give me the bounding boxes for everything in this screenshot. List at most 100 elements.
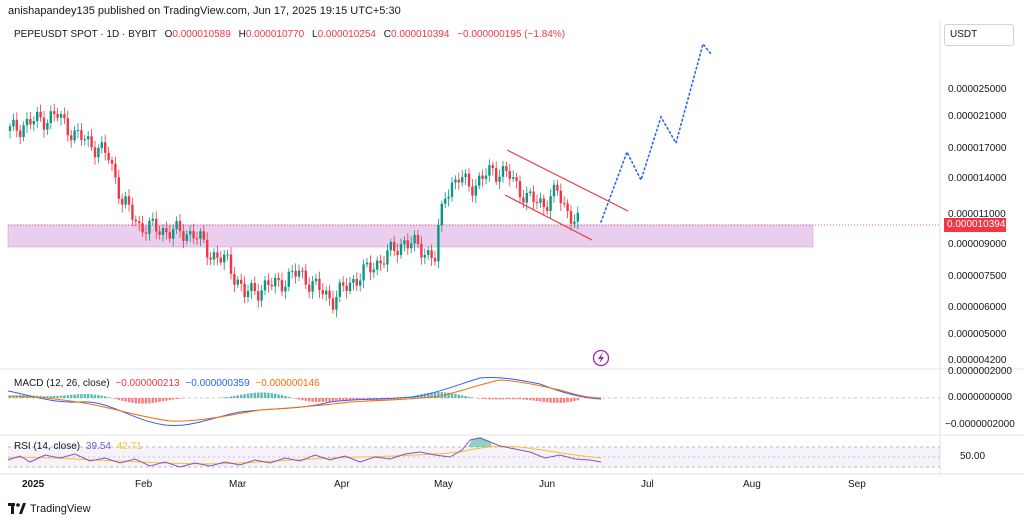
candle-body	[42, 117, 46, 130]
candle-body	[396, 250, 399, 255]
channel-upper-line[interactable]	[506, 149, 629, 212]
macd-histogram-bar	[233, 395, 236, 398]
high-value: 0.000010770	[245, 29, 305, 40]
macd-histogram-bar	[76, 394, 80, 398]
candlestick-series[interactable]	[8, 103, 579, 318]
candle-body	[63, 114, 66, 119]
candle-body	[335, 296, 338, 310]
macd-histogram-bar	[325, 398, 328, 402]
candle-body	[39, 111, 42, 118]
macd-histogram-bar	[461, 395, 464, 398]
candle-body	[427, 250, 430, 256]
candle-body	[76, 130, 80, 132]
macd-histogram-bar	[294, 398, 297, 399]
macd-histogram-bar	[396, 398, 399, 400]
candle-body	[46, 122, 49, 130]
candle-body	[484, 175, 488, 179]
candle-body	[437, 224, 440, 262]
macd-histogram-bar	[138, 398, 141, 404]
macd-histogram-bar	[12, 395, 15, 398]
candle-body	[461, 177, 464, 183]
candle-body	[284, 286, 287, 292]
macd-histogram-bar	[277, 394, 280, 398]
candle-body	[192, 231, 195, 239]
price-axis-label: 0.000017000	[948, 143, 1007, 154]
macd-histogram-bar	[39, 395, 42, 398]
currency-selector[interactable]: USDT	[944, 24, 1014, 46]
macd-histogram-bar	[236, 395, 239, 398]
macd-histogram-bar	[399, 398, 403, 399]
candle-body	[90, 136, 93, 148]
candle-body	[423, 255, 426, 258]
candle-body	[311, 281, 314, 292]
candle-body	[158, 231, 161, 235]
candle-body	[481, 175, 484, 179]
macd-histogram-bar	[335, 398, 338, 401]
rsi-line	[7, 437, 602, 468]
candle-body	[559, 190, 562, 204]
candle-body	[444, 198, 447, 204]
channel-lower-line[interactable]	[504, 194, 593, 241]
macd-histogram-bar	[314, 398, 318, 402]
tradingview-logo[interactable]: TradingView	[8, 503, 91, 515]
macd-axis-label: −0.0000002000	[945, 419, 1015, 430]
macd-histogram-bar	[257, 392, 260, 398]
candle-body	[134, 219, 137, 222]
symbol-name[interactable]: PEPEUSDT SPOT · 1D · BYBIT	[14, 29, 157, 40]
macd-histogram-bar	[56, 395, 59, 398]
candle-body	[223, 254, 226, 263]
candle-body	[226, 254, 229, 256]
symbol-legend: PEPEUSDT SPOT · 1D · BYBIT O0.000010589 …	[14, 29, 565, 40]
time-axis-label: Apr	[334, 479, 350, 490]
tradingview-logo-icon	[8, 503, 26, 514]
candle-body	[362, 264, 365, 281]
candle-body	[19, 130, 22, 137]
publisher-info: anishapandey135 published on TradingView…	[8, 5, 401, 17]
candle-body	[56, 114, 59, 118]
macd-histogram-bar	[539, 398, 542, 402]
macd-histogram-bar	[144, 398, 148, 404]
candle-body	[219, 257, 222, 263]
change-value: −0.000000195 (−1.84%)	[457, 29, 566, 40]
candle-body	[15, 119, 18, 131]
candle-body	[127, 196, 131, 205]
macd-histogram-bar	[464, 396, 467, 398]
candle-body	[318, 278, 321, 291]
macd-histogram-bar	[331, 398, 335, 402]
macd-histogram-bar	[172, 398, 175, 400]
macd-histogram-bar	[386, 398, 389, 401]
macd-histogram-bar	[280, 395, 284, 398]
candle-body	[403, 240, 406, 245]
candle-body	[117, 177, 120, 199]
macd-histogram-bar	[379, 398, 382, 401]
candle-body	[53, 111, 56, 115]
candle-body	[229, 254, 233, 274]
rsi-axis-label: 50.00	[960, 451, 986, 462]
candle-body	[161, 228, 165, 235]
candle-body	[359, 280, 362, 286]
candle-body	[83, 139, 86, 141]
candle-body	[413, 234, 416, 244]
macd-histogram-bar	[522, 398, 525, 400]
macd-histogram-bar	[576, 398, 579, 401]
candle-body	[376, 260, 379, 270]
candle-body	[498, 176, 501, 182]
macd-histogram-bar	[284, 396, 287, 398]
projection-path[interactable]	[600, 42, 712, 223]
macd-histogram-bar	[148, 398, 151, 404]
lightning-icon[interactable]	[592, 349, 610, 367]
macd-histogram-bar	[301, 398, 304, 401]
macd-histogram-bar	[73, 394, 76, 398]
open-value: 0.000010589	[172, 29, 231, 40]
candle-body	[386, 250, 389, 265]
rsi-legend[interactable]: RSI (14, close) 39.54 42.71	[14, 441, 142, 452]
candle-body	[49, 111, 52, 123]
candle-body	[168, 232, 171, 239]
candle-body	[93, 147, 97, 158]
candle-body	[389, 241, 392, 251]
candle-body	[399, 244, 403, 255]
macd-histogram-bar	[542, 398, 545, 402]
macd-legend[interactable]: MACD (12, 26, close) −0.000000213 −0.000…	[14, 378, 320, 389]
macd-histogram-bar	[427, 392, 430, 398]
